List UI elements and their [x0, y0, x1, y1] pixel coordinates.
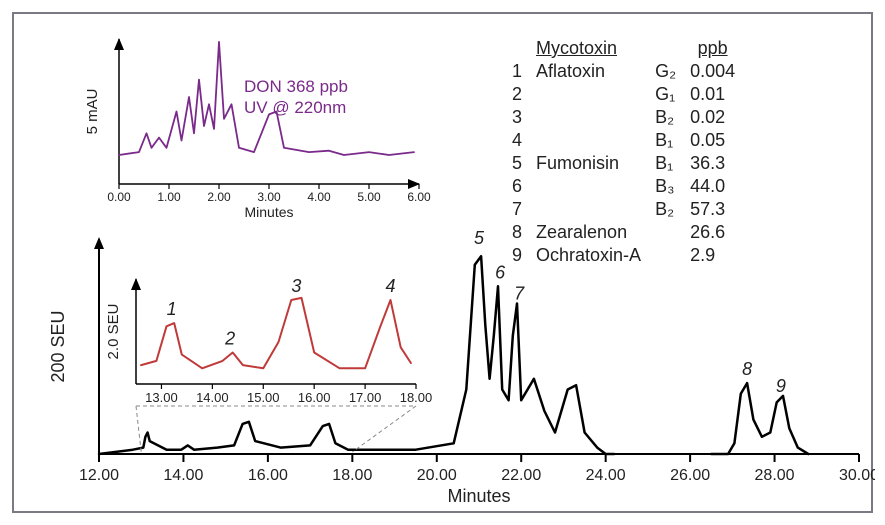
- svg-text:15.00: 15.00: [247, 390, 280, 405]
- svg-text:16.00: 16.00: [248, 467, 288, 484]
- chart-frame: 12.0014.0016.0018.0020.0022.0024.0026.00…: [12, 12, 873, 513]
- svg-text:2: 2: [224, 329, 235, 349]
- legend-row: 9Ochratoxin-A2.9: [506, 245, 741, 266]
- svg-text:0.00: 0.00: [107, 190, 131, 204]
- svg-text:5: 5: [474, 228, 485, 248]
- legend-header-ppb: ppb: [684, 38, 741, 59]
- svg-text:12.00: 12.00: [79, 467, 119, 484]
- legend-row: 6B₃44.0: [506, 176, 741, 197]
- uv-annotation: DON 368 ppb UV @ 220nm: [244, 76, 348, 119]
- svg-text:24.00: 24.00: [586, 467, 626, 484]
- svg-text:14.00: 14.00: [163, 467, 203, 484]
- mycotoxin-legend: Mycotoxinppb1AflatoxinG₂0.0042G₁0.013B₂0…: [504, 36, 743, 268]
- uv-annotation-line2: UV @ 220nm: [244, 97, 348, 118]
- svg-text:13.00: 13.00: [145, 390, 178, 405]
- svg-text:16.00: 16.00: [298, 390, 331, 405]
- svg-text:9: 9: [776, 376, 786, 396]
- legend-table: Mycotoxinppb1AflatoxinG₂0.0042G₁0.013B₂0…: [504, 36, 743, 268]
- svg-text:5 mAU: 5 mAU: [84, 89, 101, 135]
- svg-text:17.00: 17.00: [349, 390, 382, 405]
- legend-row: 1AflatoxinG₂0.004: [506, 61, 741, 82]
- legend-row: 7B₂57.3: [506, 199, 741, 220]
- svg-text:3: 3: [291, 276, 301, 296]
- chromatogram-svg: 12.0014.0016.0018.0020.0022.0024.0026.00…: [14, 14, 875, 515]
- svg-text:4.00: 4.00: [307, 190, 331, 204]
- svg-text:18.00: 18.00: [400, 390, 433, 405]
- legend-row: 5FumonisinB₁36.3: [506, 153, 741, 174]
- svg-text:2.00: 2.00: [207, 190, 231, 204]
- svg-text:18.00: 18.00: [332, 467, 372, 484]
- svg-text:Minutes: Minutes: [447, 486, 510, 506]
- svg-text:8: 8: [742, 359, 752, 379]
- svg-text:20.00: 20.00: [417, 467, 457, 484]
- uv-annotation-line1: DON 368 ppb: [244, 76, 348, 97]
- svg-text:7: 7: [514, 284, 525, 304]
- legend-header-mycotoxin: Mycotoxin: [530, 38, 682, 59]
- svg-text:14.00: 14.00: [196, 390, 229, 405]
- svg-text:200 SEU: 200 SEU: [48, 310, 68, 382]
- svg-text:22.00: 22.00: [501, 467, 541, 484]
- svg-text:30.00: 30.00: [839, 467, 875, 484]
- svg-text:1: 1: [167, 299, 177, 319]
- svg-text:26.00: 26.00: [670, 467, 710, 484]
- svg-text:6.00: 6.00: [407, 190, 431, 204]
- svg-text:28.00: 28.00: [755, 467, 795, 484]
- svg-text:Minutes: Minutes: [244, 204, 293, 220]
- legend-row: 8Zearalenon26.6: [506, 222, 741, 243]
- legend-row: 4B₁0.05: [506, 130, 741, 151]
- svg-text:1.00: 1.00: [157, 190, 181, 204]
- legend-row: 3B₂0.02: [506, 107, 741, 128]
- svg-text:4: 4: [386, 276, 396, 296]
- svg-text:5.00: 5.00: [357, 190, 381, 204]
- legend-row: 2G₁0.01: [506, 84, 741, 105]
- svg-text:3.00: 3.00: [257, 190, 281, 204]
- svg-text:2.0 SEU: 2.0 SEU: [105, 304, 122, 360]
